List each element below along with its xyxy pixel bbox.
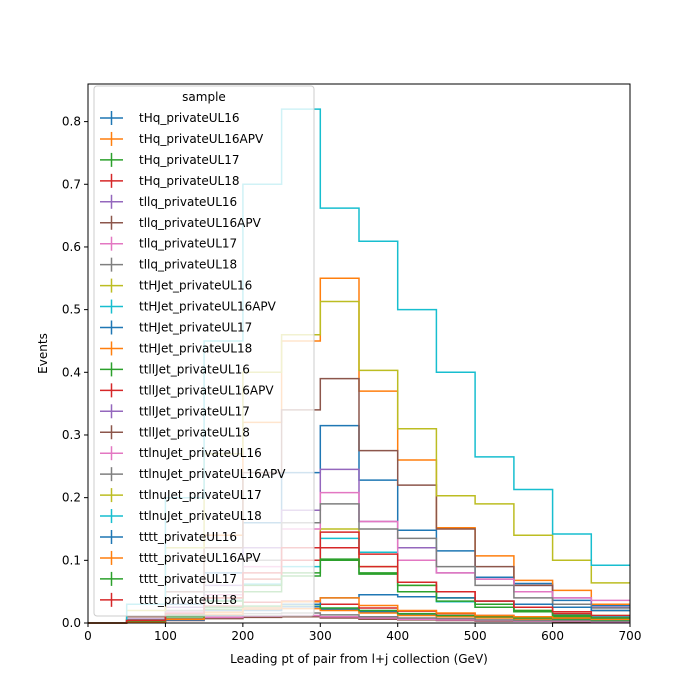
legend-label: tttt_privateUL16 xyxy=(139,530,237,544)
y-tick-label: 0.0 xyxy=(62,616,81,630)
legend-entry: ttllJet_privateUL17 xyxy=(100,404,250,419)
legend-label: tllq_privateUL17 xyxy=(139,237,237,251)
legend-entry: ttHJet_privateUL16APV xyxy=(100,299,277,314)
x-tick-label: 400 xyxy=(386,629,409,643)
x-tick-label: 500 xyxy=(464,629,487,643)
legend-label: ttHJet_privateUL17 xyxy=(139,321,252,335)
y-tick-label: 0.8 xyxy=(62,115,81,129)
series-line-21 xyxy=(88,597,630,624)
x-tick-label: 300 xyxy=(309,629,332,643)
legend-label: tHq_privateUL16 xyxy=(139,111,240,125)
y-tick-label: 0.3 xyxy=(62,428,81,442)
x-tick-label: 0 xyxy=(84,629,92,643)
plot-frame xyxy=(87,83,631,624)
legend-label: ttHJet_privateUL16 xyxy=(139,279,252,293)
legend-entry: ttllJet_privateUL18 xyxy=(100,425,250,440)
x-tick-label: 600 xyxy=(541,629,564,643)
x-axis-label: Leading pt of pair from l+j collection (… xyxy=(230,652,488,666)
legend-entry: tHq_privateUL16APV xyxy=(100,131,264,146)
legend-label: ttHJet_privateUL16APV xyxy=(139,300,277,314)
legend-entry: tllq_privateUL16APV xyxy=(100,215,262,230)
legend-label: ttlnuJet_privateUL17 xyxy=(139,488,262,502)
legend-label: ttllJet_privateUL18 xyxy=(139,425,250,439)
legend-label: ttllJet_privateUL16 xyxy=(139,362,250,376)
y-tick-label: 0.4 xyxy=(62,365,81,379)
legend-entry: tHq_privateUL16 xyxy=(100,111,240,125)
legend-label: tllq_privateUL18 xyxy=(139,258,237,272)
legend-label: tHq_privateUL16APV xyxy=(139,132,264,146)
legend-entry: ttllJet_privateUL16 xyxy=(100,362,250,377)
legend-entry: tttt_privateUL18 xyxy=(100,592,237,607)
legend-entry: tttt_privateUL16APV xyxy=(100,550,261,565)
legend-entries: tHq_privateUL16 tHq_privateUL16APV tHq_pri… xyxy=(100,111,286,607)
series-line-22 xyxy=(88,558,630,624)
legend-box xyxy=(93,85,315,617)
legend-entry: tttt_privateUL17 xyxy=(100,571,237,586)
legend-entry: ttHJet_privateUL18 xyxy=(100,341,252,356)
y-tick-label: 0.6 xyxy=(62,240,81,254)
legend-label: ttlnuJet_privateUL18 xyxy=(139,509,262,523)
x-axis: 0 100 200 300 400 500 600 700 xyxy=(84,623,641,643)
legend: sample tHq_privateUL16 tHq_privateUL16APV… xyxy=(93,85,315,617)
legend-label: ttllJet_privateUL16APV xyxy=(139,383,274,397)
x-tick-label: 200 xyxy=(231,629,254,643)
y-axis-label: Events xyxy=(36,333,50,374)
legend-label: tHq_privateUL17 xyxy=(139,153,240,167)
legend-label: ttlnuJet_privateUL16APV xyxy=(139,467,286,481)
legend-label: tttt_privateUL18 xyxy=(139,593,237,607)
legend-entry: tllq_privateUL17 xyxy=(100,236,237,251)
legend-label: tttt_privateUL16APV xyxy=(139,551,261,565)
legend-entry: ttlnuJet_privateUL18 xyxy=(100,509,262,524)
y-tick-label: 0.2 xyxy=(62,491,81,505)
legend-entry: tllq_privateUL16 xyxy=(100,194,237,209)
legend-entry: ttllJet_privateUL16APV xyxy=(100,383,274,398)
legend-entry: ttlnuJet_privateUL16 xyxy=(100,446,262,461)
legend-label: ttHJet_privateUL18 xyxy=(139,341,252,355)
legend-entry: ttlnuJet_privateUL17 xyxy=(100,488,262,503)
legend-entry: tHq_privateUL17 xyxy=(100,152,240,167)
legend-title: sample xyxy=(182,90,226,104)
legend-entry: ttlnuJet_privateUL16APV xyxy=(100,467,286,482)
legend-entry: tttt_privateUL16 xyxy=(100,530,237,544)
x-tick-label: 700 xyxy=(619,629,642,643)
legend-label: ttllJet_privateUL17 xyxy=(139,404,250,418)
legend-entry: ttHJet_privateUL17 xyxy=(100,320,252,335)
legend-label: tttt_privateUL17 xyxy=(139,572,237,586)
legend-entry: tllq_privateUL18 xyxy=(100,257,237,272)
legend-label: tllq_privateUL16APV xyxy=(139,216,262,230)
y-tick-label: 0.5 xyxy=(62,303,81,317)
legend-entry: tHq_privateUL18 xyxy=(100,173,240,188)
x-tick-label: 100 xyxy=(154,629,177,643)
legend-label: tllq_privateUL16 xyxy=(139,195,237,209)
y-axis: 0.0 0.1 0.2 0.3 0.4 0.5 0.6 0.7 0.8 xyxy=(62,115,88,630)
y-tick-label: 0.7 xyxy=(62,177,81,191)
legend-label: tHq_privateUL18 xyxy=(139,174,240,188)
legend-label: ttlnuJet_privateUL16 xyxy=(139,446,262,460)
y-tick-label: 0.1 xyxy=(62,553,81,567)
legend-entry: ttHJet_privateUL16 xyxy=(100,278,252,293)
